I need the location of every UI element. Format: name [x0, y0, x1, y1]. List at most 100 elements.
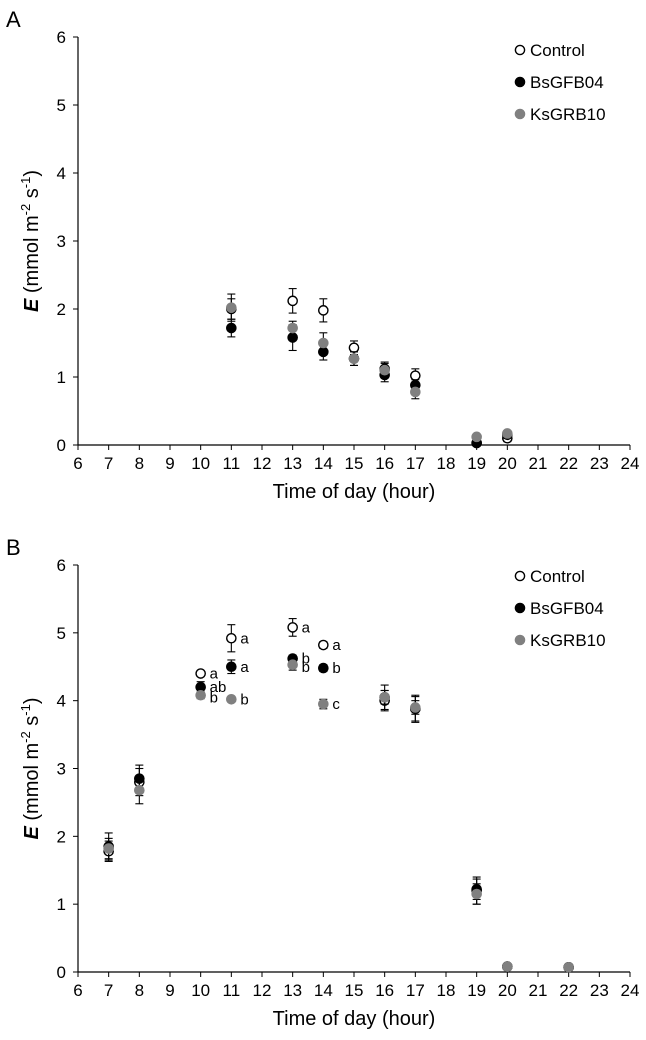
data-point-ksgrb10 — [379, 364, 390, 376]
data-point-ksgrb10 — [563, 961, 574, 973]
significance-letter: a — [210, 666, 219, 683]
y-tick-label: 6 — [57, 28, 66, 47]
legend-label-control: Control — [530, 567, 585, 586]
data-point-ksgrb10 — [318, 337, 329, 349]
data-point-ksgrb10 — [471, 431, 482, 443]
y-axis-unit: (mmol m — [21, 743, 43, 826]
y-axis-superscript: -1 — [18, 177, 33, 189]
data-point-ksgrb10 — [226, 694, 237, 705]
data-point-ksgrb10 — [379, 691, 390, 703]
series-bsgfb04 — [226, 318, 513, 449]
legend-marker-control — [514, 44, 526, 56]
significance-letter: b — [210, 689, 218, 706]
x-tick-label: 23 — [590, 981, 609, 1000]
x-tick-label: 22 — [559, 981, 578, 1000]
data-point-ksgrb10 — [195, 689, 206, 701]
x-tick-label: 16 — [375, 981, 394, 1000]
data-point-control — [410, 370, 421, 381]
significance-letter: b — [240, 691, 248, 708]
data-point-ksgrb10 — [502, 428, 513, 439]
y-axis-superscript: -2 — [18, 204, 33, 216]
panel-b-chart: B6 7 8 9 10 11 12 13 14 15 16 17 18 19 20 21 22 23 2401234… — [6, 535, 639, 1030]
x-tick-label: 12 — [253, 981, 272, 1000]
data-point-ksgrb10 — [287, 659, 298, 671]
x-tick-label: 13 — [283, 454, 302, 473]
data-point-ksgrb10 — [287, 322, 298, 334]
significance-letter: b — [332, 660, 340, 677]
x-tick-label: 11 — [223, 981, 241, 1000]
x-tick-label: 8 — [135, 981, 144, 1000]
y-axis-variable: E — [21, 298, 43, 312]
y-tick-label: 5 — [57, 96, 66, 115]
significance-letter: ab — [210, 679, 227, 696]
y-tick-label: 2 — [57, 827, 66, 846]
y-tick-label: 6 — [57, 556, 66, 575]
data-point-bsgfb04 — [226, 661, 237, 673]
x-tick-label: 9 — [165, 454, 174, 473]
legend-marker-ksgrb10 — [514, 634, 526, 646]
x-tick-label: 15 — [345, 981, 364, 1000]
legend: Control BsGFB04 KsGRB10 — [514, 567, 606, 650]
data-point-ksgrb10 — [471, 888, 482, 900]
x-tick-label: 6 — [73, 981, 82, 1000]
data-point-control — [318, 639, 329, 651]
y-tick-label: 2 — [57, 300, 66, 319]
x-tick-label: 7 — [104, 454, 113, 473]
y-axis-unit: (mmol m — [21, 215, 43, 298]
data-point-ksgrb10 — [502, 961, 513, 972]
x-tick-label: 20 — [498, 454, 517, 473]
y-tick-label: 0 — [57, 436, 66, 455]
data-point-ksgrb10 — [103, 843, 114, 854]
y-tick-label: 4 — [57, 692, 66, 711]
x-tick-label: 19 — [467, 454, 486, 473]
y-axis-unit: ) — [21, 170, 43, 177]
x-tick-label: 18 — [437, 454, 456, 473]
x-tick-label: 14 — [314, 454, 333, 473]
data-point-ksgrb10 — [410, 386, 421, 398]
y-axis-title: E (mmol m-2 s-1) — [18, 170, 43, 312]
x-tick-label: 21 — [529, 981, 548, 1000]
series-ksgrb10 — [103, 658, 574, 973]
x-tick-label: 16 — [375, 454, 394, 473]
data-point-ksgrb10 — [318, 698, 329, 710]
panel-a-label: A — [6, 7, 21, 32]
y-axis-superscript: -2 — [18, 731, 33, 743]
data-point-ksgrb10 — [410, 702, 421, 713]
x-tick-label: 12 — [253, 454, 272, 473]
legend-label-control: Control — [530, 41, 585, 60]
legend-marker-control — [514, 570, 526, 582]
x-tick-label: 13 — [283, 981, 302, 1000]
significance-letter: b — [302, 651, 310, 668]
series-control — [226, 288, 513, 449]
x-tick-label: 14 — [314, 981, 333, 1000]
x-tick-label: 23 — [590, 454, 609, 473]
y-tick-label: 5 — [57, 624, 66, 643]
x-tick-label: 24 — [621, 981, 640, 1000]
legend-label-bsgfb04: BsGFB04 — [530, 73, 604, 92]
data-point-bsgfb04 — [318, 662, 329, 674]
data-point-control — [287, 295, 298, 307]
x-axis-title: Time of day (hour) — [273, 481, 436, 503]
x-tick-label: 17 — [406, 454, 425, 473]
y-axis-title: E (mmol m-2 s-1) — [18, 697, 43, 839]
y-axis-unit: s — [21, 716, 43, 732]
data-point-ksgrb10 — [134, 784, 145, 796]
x-tick-label: 10 — [191, 454, 210, 473]
y-axis-unit: ) — [21, 697, 43, 704]
data-point-bsgfb04 — [226, 322, 237, 334]
x-tick-label: 17 — [406, 981, 425, 1000]
y-axis-unit: s — [21, 188, 43, 204]
x-tick-label: 21 — [529, 454, 548, 473]
x-tick-label: 8 — [135, 454, 144, 473]
data-point-control — [318, 305, 329, 316]
significance-letter: a — [332, 637, 341, 654]
data-point-ksgrb10 — [348, 353, 360, 364]
legend-marker-ksgrb10 — [514, 108, 526, 120]
panel-a-chart: A6 7 8 9 10 11 12 13 14 15 16 17 18 19 20 21 22 23 2401234… — [6, 7, 639, 503]
x-tick-label: 9 — [165, 981, 174, 1000]
data-point-ksgrb10 — [226, 302, 237, 313]
significance-letter: a — [240, 630, 249, 647]
x-tick-label: 7 — [104, 981, 113, 1000]
significance-letter: c — [332, 696, 340, 713]
